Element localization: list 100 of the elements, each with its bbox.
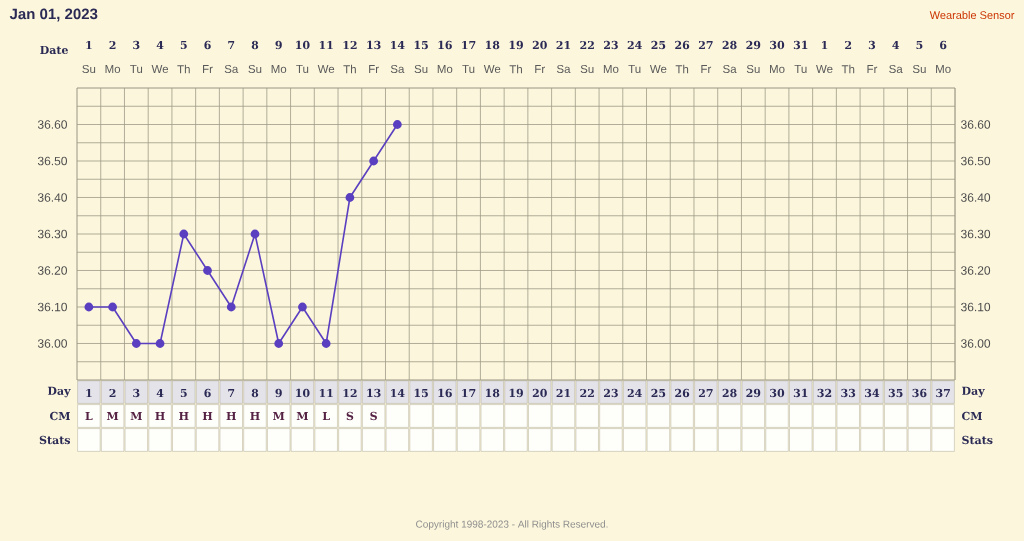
text: 31 xyxy=(793,40,808,50)
text: 18 xyxy=(485,40,500,50)
text: 10 xyxy=(296,40,310,50)
text: Sa xyxy=(556,64,571,74)
text: 30 xyxy=(770,40,785,50)
text: L xyxy=(322,411,330,421)
text: 17 xyxy=(462,40,476,50)
x-tick-label: 20 xyxy=(532,388,547,398)
x-tick-label: 17 xyxy=(462,388,476,398)
x-tick-label: 23 xyxy=(604,388,618,398)
x-tick-label: 7 xyxy=(228,388,235,398)
text: 26 xyxy=(675,40,690,50)
x-tick-label: 16 xyxy=(438,388,452,398)
text: CM xyxy=(962,411,982,421)
text: Th xyxy=(841,64,855,74)
point xyxy=(179,229,189,239)
point xyxy=(155,339,165,348)
text: Th xyxy=(177,64,190,74)
text: Mo xyxy=(271,64,287,73)
x-tick-label: 33 xyxy=(841,388,856,398)
text: H xyxy=(202,411,213,421)
text: 4 xyxy=(156,40,164,50)
x-tick-label: 31 xyxy=(793,388,808,398)
x-tick-label: 10 xyxy=(296,388,310,398)
text: 1 xyxy=(822,40,828,50)
text: 3 xyxy=(133,40,140,50)
x-tick-label: 32 xyxy=(817,388,832,398)
text: 14 xyxy=(391,40,405,50)
text: 7 xyxy=(228,40,235,49)
text: 22 xyxy=(580,40,594,50)
text: M xyxy=(296,411,308,421)
y-tick-label: 36.60 xyxy=(37,120,67,129)
text: 29 xyxy=(746,40,761,50)
text: 13 xyxy=(367,40,381,50)
x-tick-label: 2 xyxy=(109,388,116,398)
x-tick-label: 36 xyxy=(912,388,927,398)
point xyxy=(226,302,236,312)
x-tick-label: 15 xyxy=(414,388,428,398)
text: Tu xyxy=(794,64,807,73)
x-tick-label: 27 xyxy=(698,388,713,398)
point xyxy=(108,302,117,312)
text: M xyxy=(106,411,119,421)
y-tick-label: 36.50 xyxy=(37,156,67,166)
text: Mo xyxy=(936,64,951,73)
text: Su xyxy=(746,64,760,74)
text: Sa xyxy=(723,64,737,74)
text: H xyxy=(155,411,165,421)
text: 8 xyxy=(251,40,259,50)
text: M xyxy=(273,411,285,421)
text: 23 xyxy=(604,40,618,50)
y2-tick-label: 36.30 xyxy=(961,229,991,239)
text: Mo xyxy=(437,64,453,73)
text: Su xyxy=(248,64,262,74)
text: 2 xyxy=(845,40,852,50)
text: Su xyxy=(580,64,594,74)
point xyxy=(345,193,355,202)
text: Stats xyxy=(39,435,71,445)
y2-tick-label: 36.40 xyxy=(961,193,991,202)
x-tick-label: 35 xyxy=(888,388,903,398)
point xyxy=(298,302,307,312)
text: S xyxy=(346,411,354,421)
text: 15 xyxy=(414,40,428,50)
text: 5 xyxy=(180,40,187,50)
x-tick-label: 29 xyxy=(746,388,761,398)
y-tick-label: 36.10 xyxy=(37,302,67,312)
text: Fr xyxy=(203,65,213,73)
text: We xyxy=(816,64,833,73)
y2-tick-label: 36.20 xyxy=(961,266,991,275)
x-tick-label: 14 xyxy=(391,388,405,398)
text: Su xyxy=(912,64,926,74)
x-tick-label: 24 xyxy=(627,388,642,398)
x-tick-label: 5 xyxy=(180,388,187,398)
x-tick-label: 37 xyxy=(936,388,950,398)
y2-tick-label: 36.10 xyxy=(961,302,991,312)
text: Fr xyxy=(701,65,712,73)
x-tick-label: 6 xyxy=(204,388,211,398)
x-tick-label: 26 xyxy=(675,388,690,398)
x-tick-label: 3 xyxy=(133,388,140,398)
text: We xyxy=(317,64,335,73)
x-tick-label: 12 xyxy=(343,388,357,398)
text: Mo xyxy=(105,64,121,73)
x-tick-label: 34 xyxy=(865,388,880,398)
y2-tick-label: 36.00 xyxy=(961,339,991,348)
x-tick-label: 30 xyxy=(770,388,785,398)
y-tick-label: 36.00 xyxy=(37,339,67,348)
text: Sa xyxy=(224,64,239,74)
text: Tu xyxy=(130,64,143,73)
text: Date xyxy=(40,45,68,55)
point xyxy=(250,229,260,239)
x-tick-label: 28 xyxy=(722,388,737,398)
text: Fr xyxy=(867,65,878,73)
text: 19 xyxy=(509,40,523,50)
text: Fr xyxy=(535,65,545,73)
text: Th xyxy=(675,64,689,74)
text: 6 xyxy=(204,40,211,50)
y2-tick-label: 36.50 xyxy=(961,156,991,166)
chart-title: Jan 01, 2023 xyxy=(9,8,98,22)
y-tick-label: 36.30 xyxy=(37,229,67,239)
point xyxy=(274,339,284,348)
x-tick-label: 4 xyxy=(156,388,164,398)
